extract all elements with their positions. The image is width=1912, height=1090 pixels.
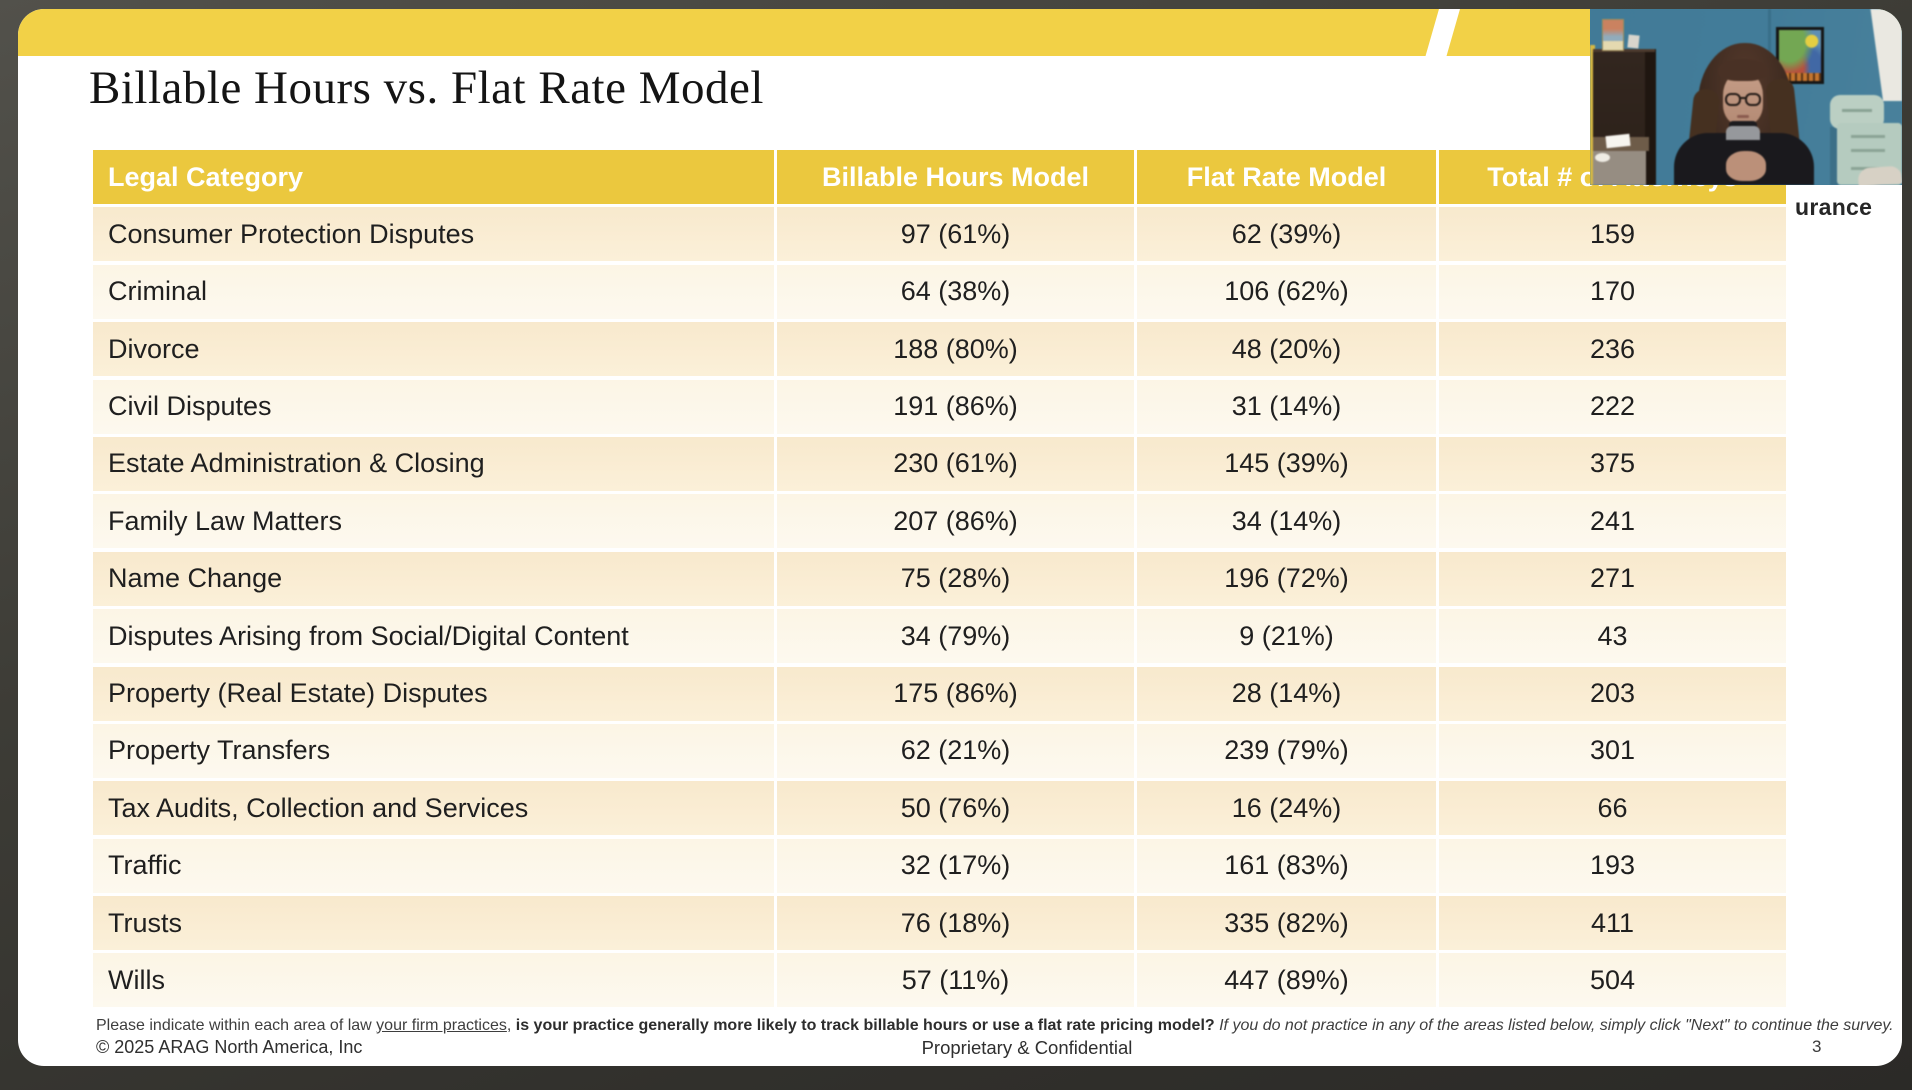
table-cell-value: 76 (18%) [777,896,1134,951]
table-cell-value: 271 [1439,551,1786,606]
instruction-text: Please indicate within each area of law [96,1017,377,1034]
table-cell-value: 31 (14%) [1137,379,1436,434]
chair-stitch [1851,149,1885,152]
table-cell-value: 106 (62%) [1137,264,1436,319]
paper-sheet [1605,133,1631,149]
table-cell-category: Family Law Matters [93,494,774,549]
table-cell-value: 64 (38%) [777,264,1134,319]
small-object [1627,34,1640,49]
table-cell-value: 34 (79%) [777,609,1134,664]
table-cell-value: 230 (61%) [777,436,1134,491]
presenter-hair-fringe [1718,59,1768,81]
confidential-label: Proprietary & Confidential [921,1037,1133,1058]
column-header: Billable Hours Model [777,150,1134,204]
presenter-hands [1726,151,1766,181]
partial-logo-text: urance [1795,194,1873,220]
table-cell-value: 62 (39%) [1137,207,1436,262]
table-cell-category: Property Transfers [93,723,774,778]
table-cell-value: 196 (72%) [1137,551,1436,606]
table-cell-value: 16 (24%) [1137,781,1436,836]
table-cell-value: 97 (61%) [777,207,1134,262]
table-cell-value: 62 (21%) [777,723,1134,778]
chair-stitch [1842,109,1872,112]
table-cell-value: 504 [1439,953,1786,1008]
instruction-separator: , [506,1017,516,1034]
table-cell-value: 203 [1439,666,1786,721]
billing-model-table: Legal Category Billable Hours Model Flat R… [93,150,1786,1008]
table-cell-value: 236 [1439,322,1786,377]
table-cell-value: 75 (28%) [777,551,1134,606]
slide-accent-band [18,9,1902,56]
table-cell-value: 375 [1439,436,1786,491]
table-cell-value: 159 [1439,207,1786,262]
photo-card [1602,19,1624,51]
table-cell-value: 28 (14%) [1137,666,1436,721]
table-cell-value: 43 [1439,609,1786,664]
small-plate [1595,153,1610,162]
table-cell-category: Trusts [93,896,774,951]
table-cell-category: Wills [93,953,774,1008]
table-cell-category: Criminal [93,264,774,319]
copyright: © 2025 ARAG North America, Inc [96,1037,363,1057]
instruction-note: If you do not practice in any of the are… [1219,1017,1894,1034]
turtleneck-collar [1729,121,1757,130]
table-cell-category: Civil Disputes [93,379,774,434]
table-cell-category: Traffic [93,838,774,893]
table-cell-value: 239 (79%) [1137,723,1436,778]
firm-practices-link[interactable]: your firm practices [376,1017,507,1034]
wall-edge-strip [1590,45,1595,185]
table-cell-value: 191 (86%) [777,379,1134,434]
page-number: 3 [1812,1037,1822,1056]
table-cell-value: 301 [1439,723,1786,778]
table-cell-value: 34 (14%) [1137,494,1436,549]
table-cell-value: 335 (82%) [1137,896,1436,951]
cabinet-top-edge [1593,49,1655,52]
table-cell-value: 188 (80%) [777,322,1134,377]
foreground-object [1857,165,1902,185]
table-cell-value: 48 (20%) [1137,322,1436,377]
glasses-right-lens [1745,93,1761,106]
slide-title: Billable Hours vs. Flat Rate Model [89,62,764,114]
table-cell-category: Consumer Protection Disputes [93,207,774,262]
table-cell-value: 207 (86%) [777,494,1134,549]
glasses-left-lens [1725,93,1741,106]
table-cell-value: 222 [1439,379,1786,434]
gray-collar [1726,126,1760,140]
column-header: Legal Category [93,150,774,204]
cabinet-side-panel [1645,49,1656,185]
chair-stitch [1851,135,1885,138]
accent-slash-decoration [1425,9,1460,56]
instruction-question: is your practice generally more likely t… [515,1017,1220,1034]
table-cell-value: 50 (76%) [777,781,1134,836]
survey-instructions: Please indicate within each area of law … [96,1017,1894,1035]
table-cell-category: Property (Real Estate) Disputes [93,666,774,721]
table-cell-value: 161 (83%) [1137,838,1436,893]
table-cell-value: 411 [1439,896,1786,951]
table-cell-value: 32 (17%) [777,838,1134,893]
table-cell-value: 66 [1439,781,1786,836]
table-cell-value: 57 (11%) [777,953,1134,1008]
table-cell-value: 145 (39%) [1137,436,1436,491]
glasses-bridge [1739,97,1746,99]
table-cell-value: 175 (86%) [777,666,1134,721]
presenter-webcam-video[interactable] [1590,9,1902,185]
column-header: Flat Rate Model [1137,150,1436,204]
presentation-slide: Billable Hours vs. Flat Rate Model Legal… [18,9,1902,1066]
table-cell-value: 193 [1439,838,1786,893]
webcam-scene [1590,9,1902,185]
table-cell-value: 447 (89%) [1137,953,1436,1008]
presenter-mouth [1737,115,1749,118]
table-cell-category: Name Change [93,551,774,606]
table-cell-category: Tax Audits, Collection and Services [93,781,774,836]
table-cell-category: Divorce [93,322,774,377]
table-cell-value: 170 [1439,264,1786,319]
table-cell-value: 241 [1439,494,1786,549]
table-cell-category: Disputes Arising from Social/Digital Con… [93,609,774,664]
table-cell-category: Estate Administration & Closing [93,436,774,491]
table-cell-value: 9 (21%) [1137,609,1436,664]
chair-shadow [1830,127,1838,185]
